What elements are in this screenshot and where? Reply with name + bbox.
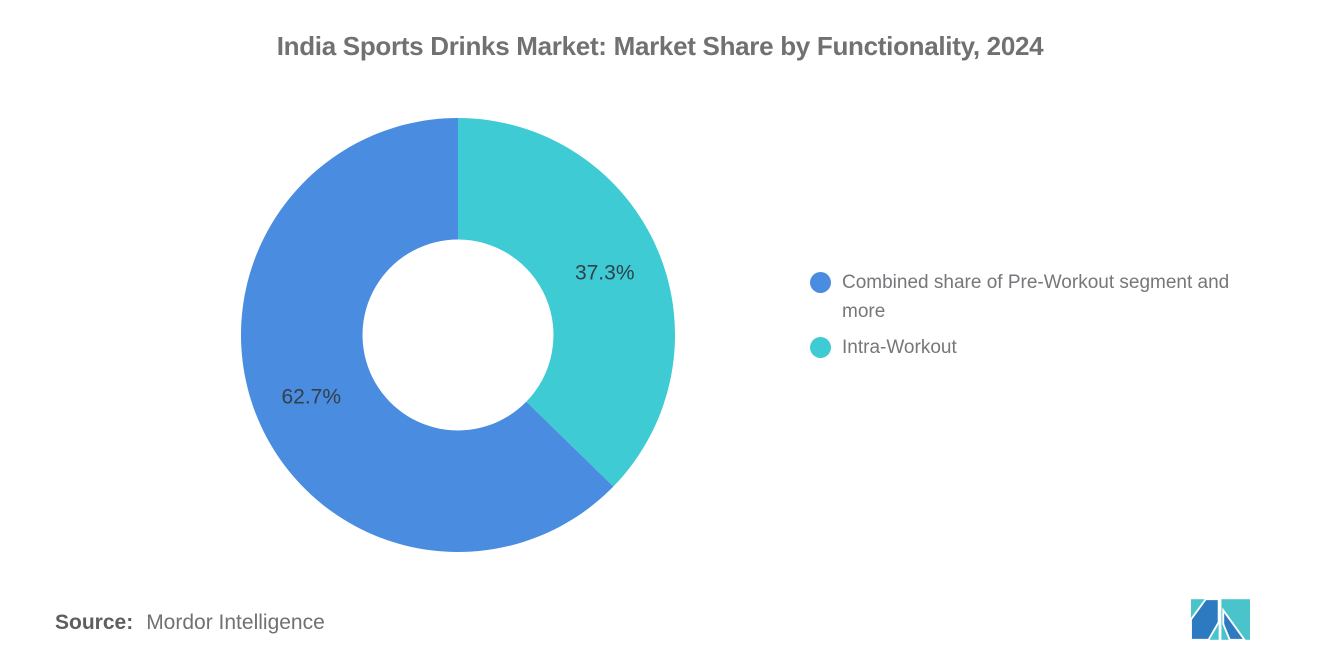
chart-title: India Sports Drinks Market: Market Share… <box>276 31 1044 61</box>
slice-data-label: 37.3% <box>575 262 635 285</box>
logo-right-blue-band <box>1222 607 1246 640</box>
legend-item[interactable]: Combined share of Pre-Workout segment an… <box>810 268 1246 326</box>
legend-item[interactable]: Intra-Workout <box>810 333 1246 362</box>
source-value: Mordor Intelligence <box>146 611 325 634</box>
logo-left-blue-band <box>1191 599 1220 640</box>
source-label: Source: <box>55 611 134 634</box>
legend-marker-circle <box>810 272 831 293</box>
donut-slice[interactable] <box>240 118 614 552</box>
chart-legend: Combined share of Pre-Workout segment an… <box>810 268 1246 362</box>
legend-label: Intra-Workout <box>842 337 957 358</box>
donut-slice[interactable] <box>458 118 675 487</box>
legend-label: Combined share of Pre-Workout segment an… <box>842 272 1230 322</box>
donut-chart: 62.7% 37.3% <box>240 118 675 552</box>
legend-marker-circle <box>810 337 831 358</box>
mordor-intelligence-logo <box>1191 599 1250 640</box>
source-row: Source: Mordor Intelligence <box>55 611 325 635</box>
slice-data-label: 62.7% <box>281 385 341 408</box>
